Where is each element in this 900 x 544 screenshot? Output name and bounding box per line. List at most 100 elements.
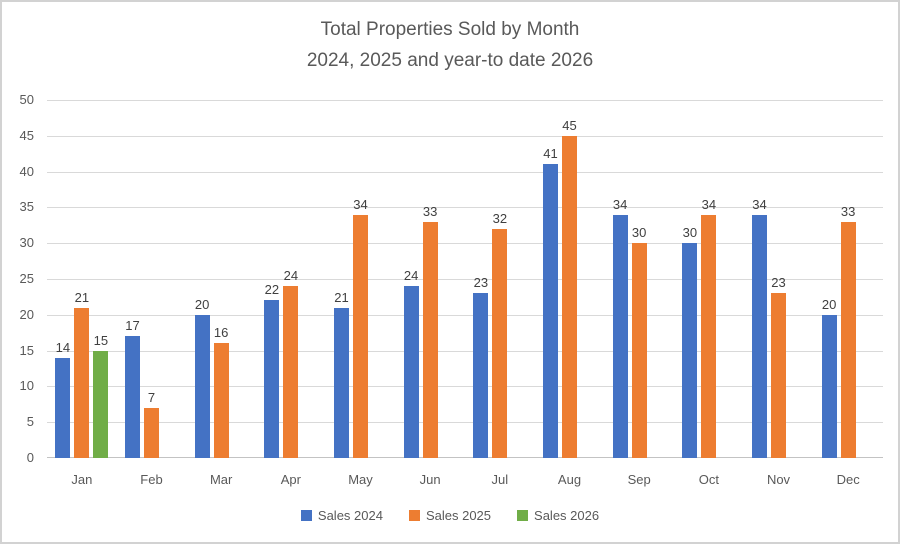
gridline [47,457,883,458]
gridline [47,171,883,173]
x-axis-label: Jan [71,472,93,487]
y-tick-label: 30 [19,235,34,251]
bar-sales-2024-feb [125,336,140,458]
x-axis-label: Mar [209,472,233,487]
y-tick-label: 50 [19,92,34,107]
bar-value-label: 30 [682,225,698,241]
y-tick-label: 25 [19,271,34,286]
bar-sales-2026-jan [93,350,109,458]
bar-sales-2024-dec [821,314,837,458]
x-axis-label: May [348,472,373,487]
legend-label: Sales 2026 [534,508,600,523]
legend-marker [517,510,529,521]
x-axis-label: Jun [419,472,441,487]
bar-sales-2025-apr [283,286,299,458]
legend-marker [300,510,312,521]
bar-sales-2025-oct [701,214,717,458]
y-tick-label: 15 [19,342,34,358]
x-axis-label: Apr [280,472,301,487]
legend-label: Sales 2024 [317,508,383,523]
bar-value-label: 21 [74,289,90,305]
bar-sales-2024-nov [752,214,767,458]
bar-value-label: 21 [334,289,349,305]
gridline [47,422,883,424]
x-axis-label: Oct [698,472,719,487]
legend-item: Sales 2024 [300,508,383,523]
bar-value-label: 14 [55,339,71,355]
bar-value-label: 45 [562,117,577,133]
bar-sales-2025-feb [144,407,159,458]
x-axis-label: Jul [491,472,509,487]
bar-sales-2024-jun [403,286,419,458]
bar-sales-2025-jul [492,228,508,458]
bar-value-label: 20 [194,296,210,312]
y-axis: 0 5 10 15 20 25 30 35 40 45 50 [2,92,34,465]
bar-value-label: 23 [771,275,786,291]
x-axis: Jan Feb Mar Apr May Jun Jul Aug Sep Oct Nov Dec [47,470,883,490]
bar-value-label: 34 [752,196,767,212]
y-tick-label: 5 [26,414,34,430]
bar-value-label: 22 [264,282,280,298]
bar-value-label: 15 [93,332,109,348]
gridline [47,207,883,209]
bar-value-label: 24 [403,268,419,284]
bar-value-label: 32 [492,210,508,226]
bar-sales-2025-mar [213,343,229,458]
bar-value-label: 24 [283,268,299,284]
bar-value-label: 20 [821,296,837,312]
legend-item: Sales 2025 [408,508,492,523]
bar-value-label: 33 [422,203,438,219]
gridline [47,279,883,280]
x-axis-label: Aug [557,472,582,487]
bar-sales-2025-aug [562,135,577,458]
bar-sales-2025-sep [631,243,647,458]
legend-marker [408,510,420,521]
plot-area: 14 21 15 17 7 20 16 22 24 21 34 24 33 23 32 41 45 34 30 30 3… [47,100,883,458]
bar-value-label: 41 [543,146,558,162]
bar-value-label: 17 [125,318,140,334]
bar-value-label: 30 [631,225,647,241]
bar-sales-2024-jul [473,293,489,458]
gridline [47,350,883,352]
bar-sales-2025-nov [771,293,786,458]
bar-sales-2024-apr [264,300,280,458]
bar-value-label: 16 [213,325,229,341]
bar-value-label: 33 [840,203,856,219]
gridline [47,386,883,388]
bar-sales-2025-jan [74,307,90,458]
y-tick-label: 20 [19,306,34,322]
y-tick-label: 10 [19,378,34,394]
chart-title-line1: Total Properties Sold by Month [320,19,580,40]
gridline [47,314,883,316]
gridline [47,100,883,101]
legend-label: Sales 2025 [425,508,492,523]
y-tick-label: 45 [19,127,34,143]
bar-value-label: 23 [473,275,489,291]
y-tick-label: 0 [26,450,34,465]
y-tick-label: 40 [19,163,34,179]
chart-title-line2: 2024, 2025 and year-to date 2026 [306,50,594,71]
gridline [47,243,883,245]
gridline [47,135,883,137]
bar-sales-2024-may [334,307,349,458]
bar-sales-2025-may [353,214,368,458]
bar-value-label: 34 [353,196,368,212]
bar-sales-2024-jan [55,357,71,458]
bar-value-label: 34 [612,196,628,212]
x-axis-label: Sep [627,472,651,487]
legend: Sales 2024 Sales 2025 Sales 2026 [2,508,898,523]
chart-title: Total Properties Sold by Month 2024, 202… [2,14,898,76]
y-tick-label: 35 [19,199,34,215]
x-axis-label: Feb [140,472,163,487]
legend-item: Sales 2026 [517,508,599,523]
bar-sales-2025-dec [840,221,856,458]
bar-sales-2024-sep [612,214,628,458]
bar-value-label: 7 [147,389,156,405]
bar-value-label: 34 [701,196,717,212]
bar-sales-2024-mar [194,314,210,458]
bar-sales-2025-jun [422,221,438,458]
bar-sales-2024-aug [543,164,558,458]
x-axis-label: Dec [836,472,860,487]
x-axis-label: Nov [766,472,791,487]
